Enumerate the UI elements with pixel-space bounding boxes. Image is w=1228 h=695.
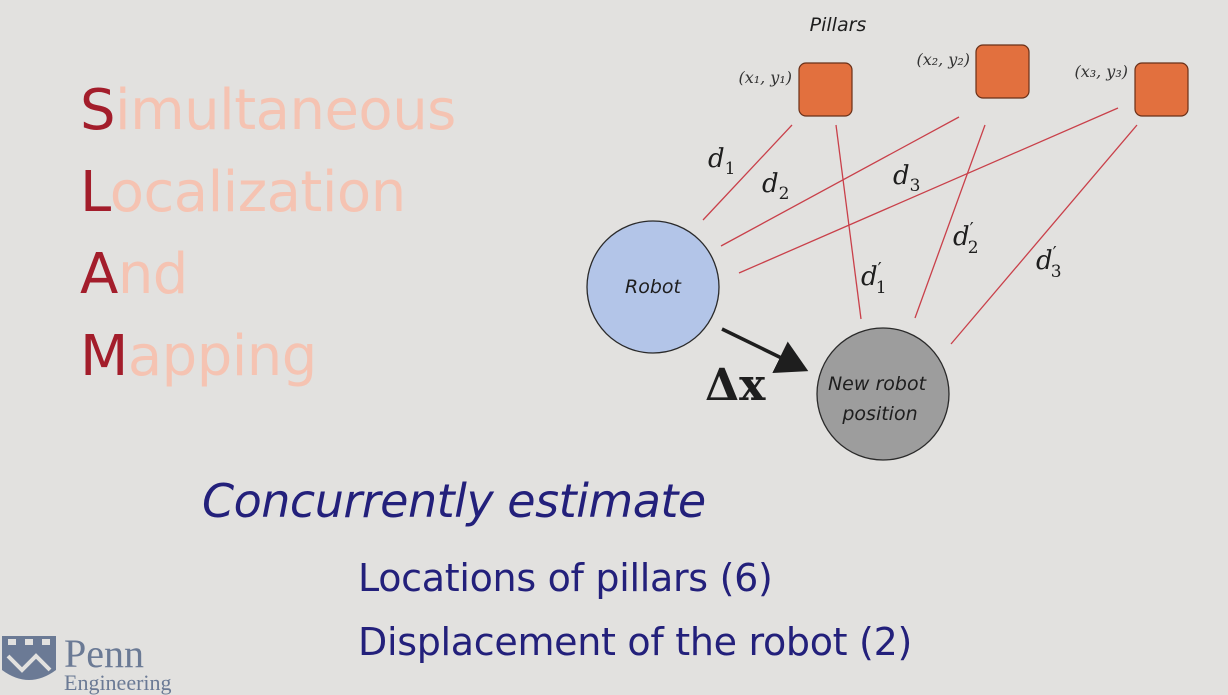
bullet-locations-of-pillars: Locations of pillars (6): [358, 556, 773, 600]
distance-line-d2: [720, 116, 960, 247]
robot-label: Robot: [625, 276, 683, 298]
acronym-line-and: And: [80, 234, 456, 316]
distance-line-d2-prime: [914, 124, 986, 319]
pillar-2-coordinate-label: (x₂, y₂): [916, 50, 970, 69]
acronym-letter: S: [80, 78, 116, 143]
acronym-word-rest: imultaneous: [115, 78, 456, 143]
pillar-3-coordinate-label: (x₃, y₃): [1074, 62, 1128, 81]
bullet-displacement-of-robot: Displacement of the robot (2): [358, 620, 912, 664]
distance-line-d3: [738, 107, 1119, 274]
displacement-label: Δx: [705, 360, 766, 411]
acronym-word-rest: apping: [127, 324, 318, 389]
acronym-letter: A: [80, 242, 118, 307]
robot-node: [586, 220, 720, 354]
acronym-letter: L: [80, 160, 110, 225]
penn-logo-subtext: Engineering: [64, 670, 172, 695]
acronym-line-localization: Localization: [80, 152, 456, 234]
pillar-1: [798, 62, 853, 117]
acronym-line-mapping: Mapping: [80, 316, 456, 398]
displacement-arrow: [721, 327, 809, 373]
pillars-title: Pillars: [810, 14, 867, 36]
label-d1: d1: [708, 144, 735, 179]
new-robot-label-line-1: New robot: [828, 373, 928, 395]
label-d3: d3: [893, 161, 920, 196]
pillar-3: [1134, 62, 1189, 117]
penn-logo-text: Penn: [64, 631, 144, 676]
label-d1-prime: d′ 1: [861, 259, 887, 298]
label-d2-prime: d′ 2: [953, 219, 979, 258]
label-d3-prime: d′ 3: [1036, 243, 1062, 282]
slam-acronym: Simultaneous Localization And Mapping: [80, 70, 456, 398]
new-robot-position-node: [816, 327, 950, 461]
acronym-line-simultaneous: Simultaneous: [80, 70, 456, 152]
concurrently-estimate-heading: Concurrently estimate: [202, 474, 706, 528]
penn-shield-logo: [2, 636, 56, 680]
acronym-word-rest: nd: [117, 242, 189, 307]
acronym-letter: M: [80, 324, 128, 389]
acronym-word-rest: ocalization: [109, 160, 406, 225]
distance-line-d1: [702, 124, 793, 221]
pillar-1-coordinate-label: (x₁, y₁): [738, 68, 792, 87]
pillar-2: [975, 44, 1030, 99]
distance-line-d3-prime: [950, 124, 1138, 345]
distance-line-d1-prime: [835, 124, 862, 320]
new-robot-label-line-2: position: [841, 403, 917, 425]
label-d2: d2: [762, 169, 789, 204]
